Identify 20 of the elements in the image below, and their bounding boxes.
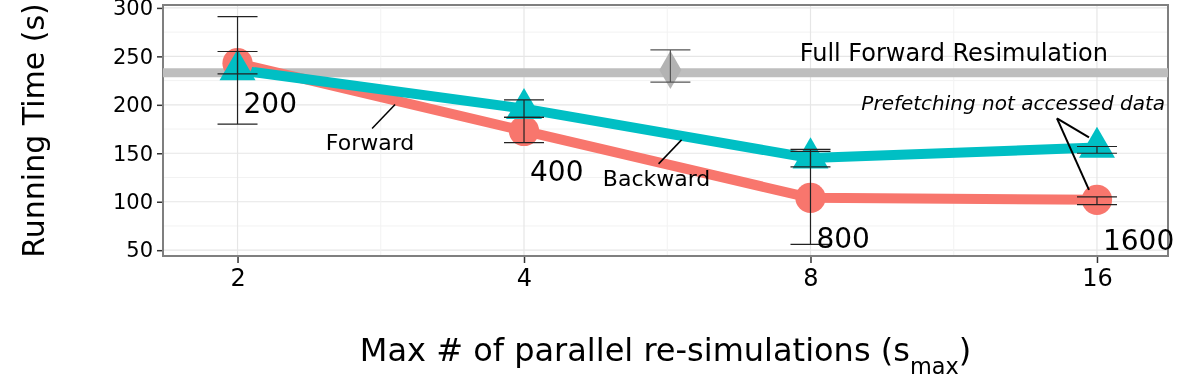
series-label: Backward	[602, 165, 711, 191]
annotation: Prefetching not accessed data	[861, 91, 1165, 116]
x-tick-label: 16	[1082, 264, 1113, 293]
x-tick-label: 2	[230, 264, 246, 293]
annotation: 400	[530, 154, 584, 188]
y-tick-label: 150	[112, 141, 153, 166]
annotation: 1600	[1102, 223, 1175, 257]
y-tick-label: 250	[112, 44, 153, 69]
ref-line-label: Full Forward Resimulation	[799, 38, 1108, 67]
series-label: Forward	[325, 130, 415, 156]
x-tick-label: 4	[516, 264, 533, 293]
y-tick-label: 100	[112, 189, 153, 214]
y-axis-title: Running Time (s)	[16, 3, 51, 258]
annotation: 200	[243, 87, 297, 121]
y-tick-label: 50	[126, 238, 153, 263]
y-tick-label: 300	[112, 0, 153, 21]
annotation: 800	[816, 221, 870, 255]
x-tick-label: 8	[803, 264, 819, 293]
x-axis-title: Max # of parallel re-simulations (s$_{max}$)	[359, 331, 972, 375]
y-tick-label: 200	[112, 93, 153, 118]
